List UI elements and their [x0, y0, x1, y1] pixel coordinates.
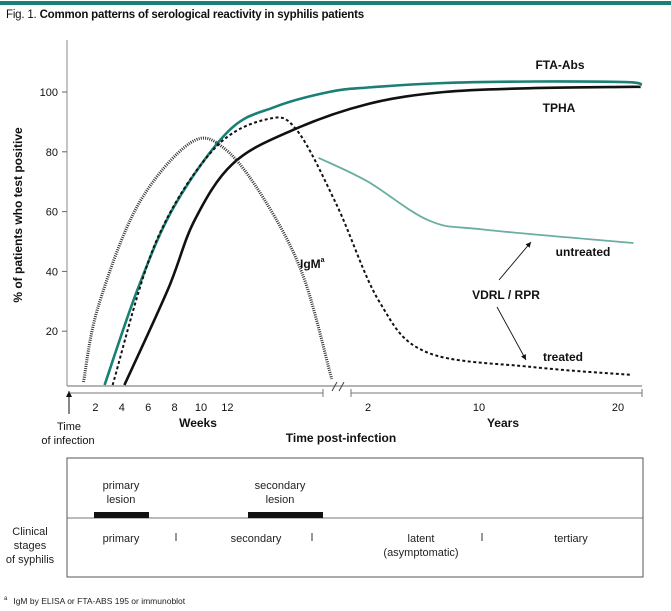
stage-secondary: secondary: [231, 533, 282, 545]
y-tick-label: 20: [46, 326, 58, 338]
figure-label: Fig. 1.: [6, 9, 37, 21]
x-tick-label-weeks: 4: [119, 402, 125, 414]
label-fta-abs: FTA-Abs: [535, 58, 584, 72]
x-tick-label-years: 20: [612, 402, 624, 414]
footnote-text: IgM by ELISA or FTA-ABS 195 or immunoblo…: [13, 596, 186, 606]
top-rule: [0, 1, 671, 5]
curve-fta-abs: [103, 80, 643, 386]
y-tick-label: 100: [40, 87, 58, 99]
label-vdrl-rpr: VDRL / RPR: [472, 288, 540, 302]
time-of-infection-label-2: of infection: [41, 435, 94, 447]
curve-vdrl-rpr-treated: [111, 116, 633, 386]
stage-separators: [175, 533, 483, 541]
years-label: Years: [487, 416, 519, 430]
figure-caption: Fig. 1. Common patterns of serological r…: [6, 9, 364, 21]
axis-break-marks: [331, 381, 345, 392]
figure-title: Common patterns of serological reactivit…: [39, 9, 365, 21]
x-tick-label-weeks: 12: [221, 402, 233, 414]
x-tick-label-weeks: 10: [195, 402, 207, 414]
arrow-to-treated: [496, 306, 527, 361]
x-tick-label-years: 10: [473, 402, 485, 414]
label-untreated: untreated: [556, 245, 611, 259]
x-tick-label-years: 2: [365, 402, 371, 414]
time-of-infection-label-1: Time: [57, 421, 81, 433]
x-tick-label-weeks: 8: [172, 402, 178, 414]
x-tick-label-weeks: 2: [92, 402, 98, 414]
y-ticks: 20 40 60 80 100: [40, 87, 67, 338]
stage-tertiary: tertiary: [554, 533, 588, 545]
x-tick-label-weeks: 6: [145, 402, 151, 414]
curve-tpha: [123, 85, 641, 386]
y-axis-title: % of patients who test positive: [11, 127, 25, 303]
stage-latent: latent (asymptomatic): [383, 533, 458, 559]
secondary-lesion-bar: [248, 512, 323, 518]
footnote: a IgM by ELISA or FTA-ABS 195 or immunobl…: [4, 596, 185, 606]
x-axis-title: Time post-infection: [286, 431, 396, 445]
secondary-lesion-label: secondary lesion: [255, 480, 306, 506]
label-tpha: TPHA: [543, 101, 576, 115]
curves: [82, 80, 643, 386]
weeks-label: Weeks: [179, 416, 217, 430]
primary-lesion-label: primary lesion: [103, 480, 140, 506]
curve-igm: [82, 136, 334, 383]
stage-primary: primary: [103, 533, 140, 545]
arrow-to-untreated: [498, 241, 532, 281]
y-tick-label: 80: [46, 147, 58, 159]
x-ticks: 2 4 6 8 10 12 2 10 20: [92, 402, 624, 414]
label-igm: IgMa: [300, 257, 325, 271]
curve-vdrl-rpr-untreated: [318, 156, 634, 244]
footnote-marker: a: [4, 596, 8, 603]
clinical-stages-row-label: Clinical stages of syphilis: [6, 526, 55, 566]
label-treated: treated: [543, 350, 583, 364]
y-tick-label: 40: [46, 266, 58, 278]
y-tick-label: 60: [46, 207, 58, 219]
primary-lesion-bar: [94, 512, 149, 518]
